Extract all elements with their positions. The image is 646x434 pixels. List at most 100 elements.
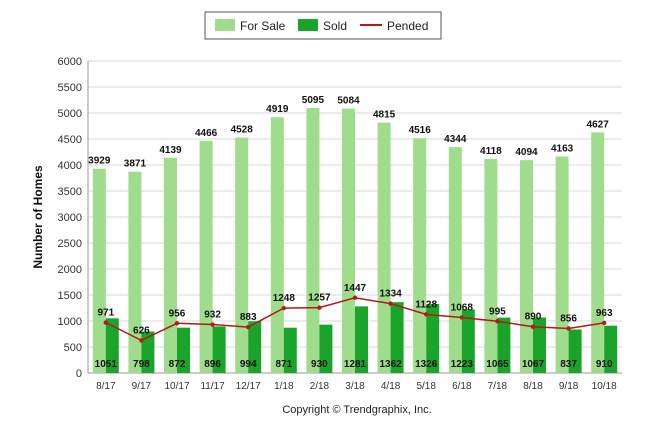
label-sold: 798 <box>133 359 150 370</box>
label-for-sale: 4627 <box>587 119 610 130</box>
pended-line <box>103 295 607 343</box>
x-category-label: 10/18 <box>592 381 617 392</box>
label-pended: 932 <box>204 310 221 321</box>
y-tick-label: 3500 <box>58 186 82 198</box>
label-sold: 1326 <box>415 359 438 370</box>
label-for-sale: 4163 <box>551 144 574 155</box>
label-pended: 995 <box>489 306 506 317</box>
bar-for-sale <box>199 140 213 373</box>
label-for-sale: 4466 <box>195 128 218 139</box>
label-sold: 871 <box>275 359 292 370</box>
x-category-label: 3/18 <box>345 381 365 392</box>
label-for-sale: 4094 <box>515 147 538 158</box>
bar-for-sale <box>270 117 284 373</box>
x-category-label: 10/17 <box>164 381 189 392</box>
bar-sold <box>248 321 262 373</box>
pended-point <box>246 324 251 330</box>
y-tick-label: 2000 <box>58 264 82 276</box>
label-for-sale: 4344 <box>444 134 467 145</box>
y-tick-label: 5500 <box>58 82 82 94</box>
label-for-sale: 3871 <box>124 159 147 170</box>
bar-for-sale <box>555 156 569 373</box>
y-tick-label: 6000 <box>58 56 82 68</box>
pended-point <box>139 338 144 343</box>
bar-sold <box>426 304 440 373</box>
bar-sold <box>177 327 190 373</box>
pended-point <box>174 321 180 326</box>
bar-sold <box>355 306 368 373</box>
y-tick-label: 0 <box>76 368 82 380</box>
y-tick-label: 3000 <box>58 212 82 224</box>
bar-sold <box>141 331 155 373</box>
label-sold: 872 <box>169 359 186 370</box>
x-category-label: 5/18 <box>416 381 436 392</box>
bar-for-sale <box>92 168 106 373</box>
legend-swatch-for-sale <box>215 19 235 31</box>
label-pended: 1128 <box>415 299 437 310</box>
pended-point <box>602 320 607 326</box>
label-pended: 1068 <box>451 302 474 313</box>
bar-for-sale <box>413 138 427 373</box>
x-category-label: 7/18 <box>488 381 508 392</box>
pended-point <box>103 320 109 325</box>
pended-point <box>352 295 358 300</box>
label-sold: 1362 <box>379 359 402 370</box>
pended-point <box>388 301 393 306</box>
label-for-sale: 4815 <box>373 110 396 121</box>
label-pended: 963 <box>596 308 613 319</box>
bar-for-sale <box>342 108 355 373</box>
bar-sold <box>604 325 618 373</box>
pended-point <box>210 322 215 327</box>
label-sold: 1281 <box>344 359 367 370</box>
label-sold: 930 <box>311 359 328 370</box>
pended-point <box>317 305 322 310</box>
label-pended: 956 <box>169 308 186 319</box>
legend-label-for-sale: For Sale <box>240 19 286 33</box>
x-category-label: 1/18 <box>274 381 294 392</box>
y-tick-label: 5000 <box>58 108 82 120</box>
legend-label-pended: Pended <box>387 19 428 33</box>
x-category-label: 8/18 <box>523 381 543 392</box>
y-axis-ticks: 0 500 1000 1500 2000 2500 3000 3500 4000 4500 5000… <box>58 56 82 380</box>
bar-sold <box>105 318 119 373</box>
pended-point <box>424 312 429 317</box>
label-for-sale: 4528 <box>231 125 254 136</box>
label-sold: 910 <box>596 359 613 370</box>
label-pended: 890 <box>525 312 542 323</box>
bar-sold <box>497 317 511 373</box>
bar-for-sale <box>164 157 177 373</box>
x-category-label: 8/17 <box>96 381 116 392</box>
bar-for-sale <box>591 132 605 373</box>
label-for-sale: 4919 <box>266 104 289 115</box>
y-tick-label: 1500 <box>58 290 82 302</box>
label-pended: 1257 <box>308 293 331 304</box>
copyright-text: Copyright © Trendgraphix, Inc. <box>282 404 431 416</box>
label-pended: 883 <box>240 312 257 323</box>
bar-for-sale <box>520 160 533 373</box>
label-sold: 994 <box>240 359 257 370</box>
label-sold: 837 <box>560 359 577 370</box>
pended-point <box>530 324 536 329</box>
label-for-sale: 4516 <box>409 125 432 136</box>
x-category-label: 6/18 <box>452 381 472 392</box>
bar-sold <box>212 326 226 373</box>
y-tick-label: 500 <box>64 342 82 354</box>
data-labels: 3929 1051 3871 798 4139 872 4466 896 4528 994 4919… <box>88 95 613 370</box>
y-tick-label: 1000 <box>58 316 82 328</box>
bar-for-sale <box>484 158 498 373</box>
label-pended: 856 <box>560 313 577 324</box>
bars <box>92 108 618 374</box>
legend: For Sale Sold Pended <box>204 11 442 40</box>
label-sold: 896 <box>204 359 221 370</box>
x-category-label: 9/18 <box>559 381 579 392</box>
bar-sold <box>568 329 582 373</box>
bar-for-sale <box>377 122 391 374</box>
label-pended: 1447 <box>344 283 367 294</box>
y-tick-label: 4000 <box>58 160 82 172</box>
bar-for-sale <box>306 108 320 373</box>
bar-for-sale <box>448 147 462 373</box>
bar-sold <box>283 327 297 373</box>
x-category-label: 2/18 <box>310 381 330 392</box>
bar-for-sale <box>235 137 249 373</box>
